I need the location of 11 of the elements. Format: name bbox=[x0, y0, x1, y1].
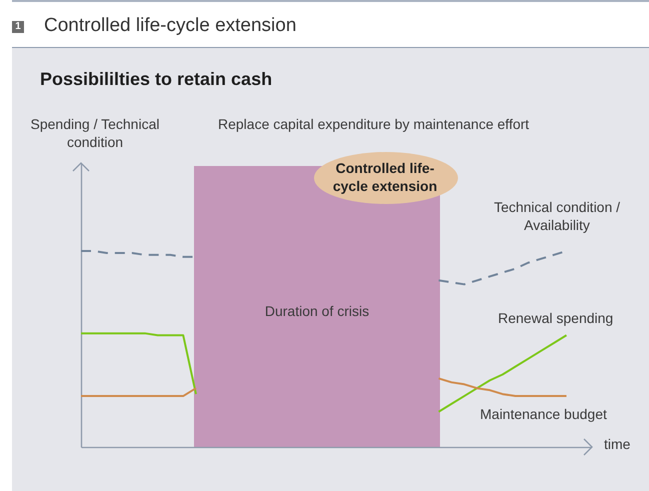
text: Spending / Technical condition bbox=[30, 115, 160, 151]
text: Replace capital expenditure by maintenance effort bbox=[218, 115, 530, 133]
text: Controlled life-cycle extension bbox=[332, 159, 438, 195]
series-label: Maintenance budget bbox=[480, 405, 607, 423]
text: 1 bbox=[12, 21, 24, 33]
series-label: Renewal spending bbox=[498, 309, 614, 327]
text: time bbox=[604, 435, 630, 453]
annotation: Duration of crisis bbox=[264, 302, 370, 320]
chart-subtitle: Possibililties to retain cash bbox=[40, 68, 272, 90]
chart-title: Controlled life-cycle extension bbox=[44, 14, 296, 38]
text: Technical condition / Availability bbox=[492, 198, 622, 234]
